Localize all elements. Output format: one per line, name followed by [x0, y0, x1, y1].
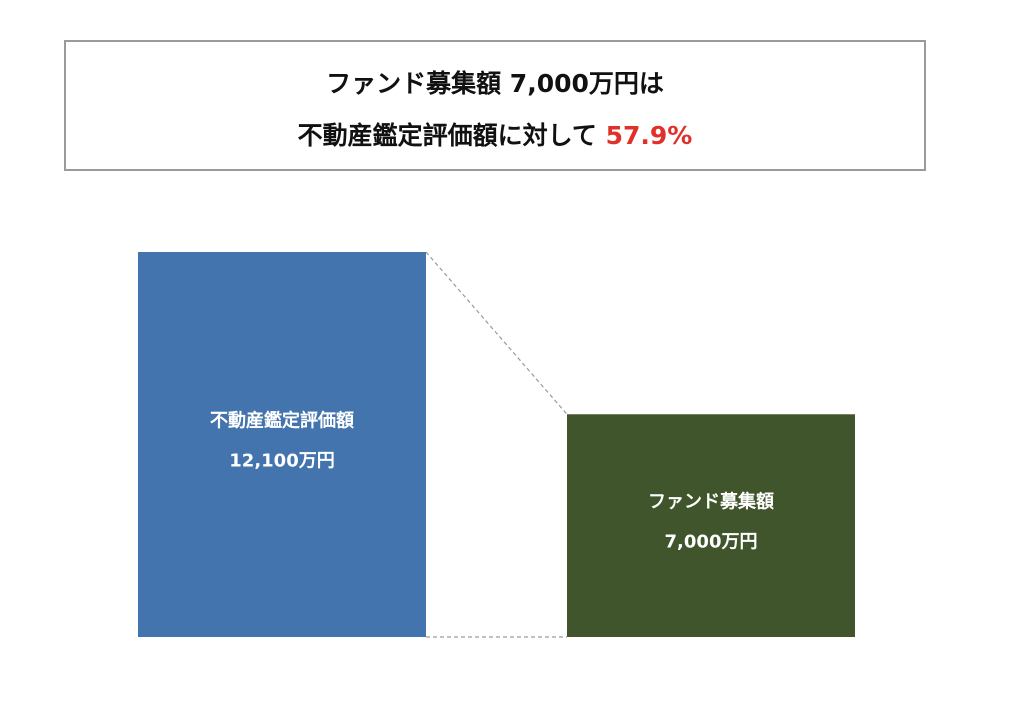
headline-line1: ファンド募集額 7,000万円は [326, 69, 664, 98]
bar-category-label-0: 不動産鑑定評価額 [210, 410, 354, 432]
headline-percentage: 57.9% [605, 121, 693, 150]
bar-value-label-1: 7,000万円 [665, 532, 758, 553]
connector-top [425, 251, 568, 415]
bar-value-label-0: 12,100万円 [229, 451, 334, 472]
bar-1 [567, 414, 855, 637]
headline-line2: 不動産鑑定評価額に対して 57.9% [66, 116, 924, 152]
headline-box: ファンド募集額 7,000万円は 不動産鑑定評価額に対して 57.9% [64, 40, 926, 171]
bar-category-label-1: ファンド募集額 [648, 491, 774, 513]
bar-0 [138, 252, 426, 637]
headline-line2-prefix: 不動産鑑定評価額に対して [297, 121, 606, 150]
